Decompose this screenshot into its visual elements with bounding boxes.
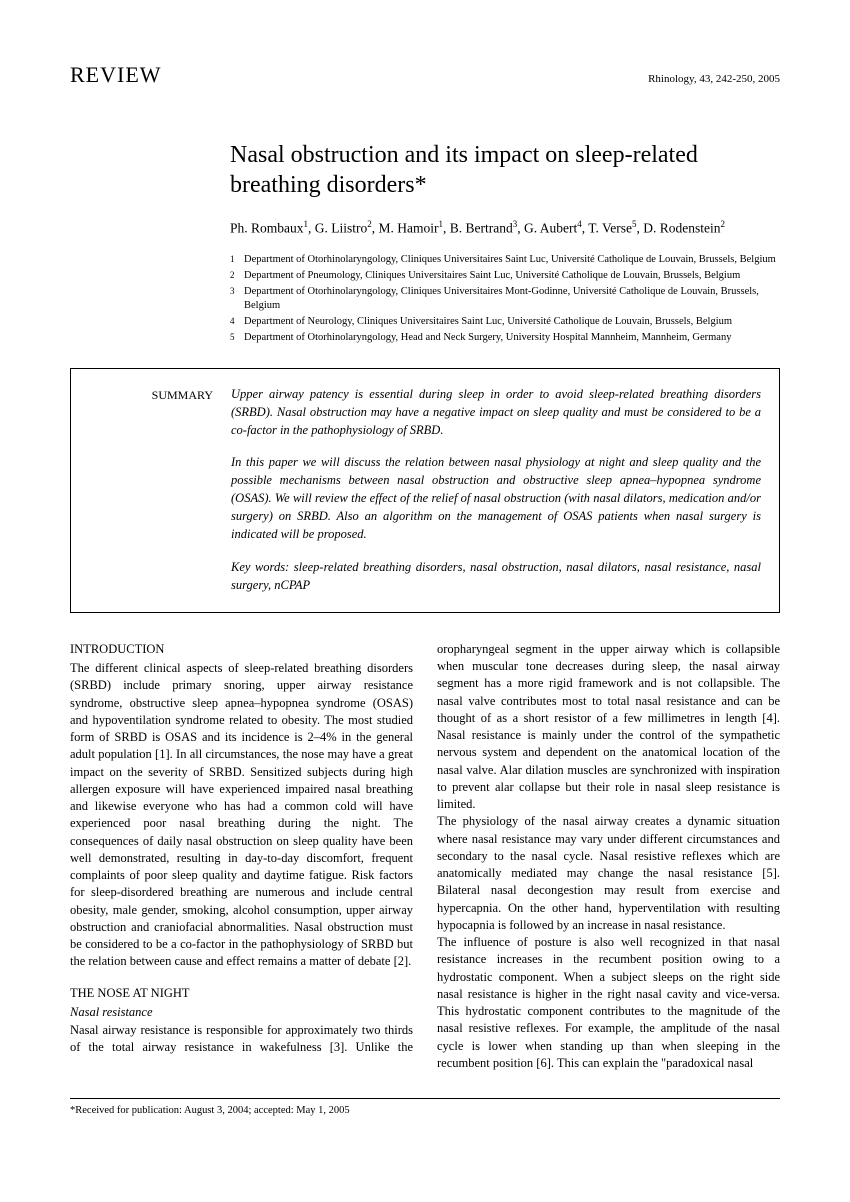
review-label: REVIEW <box>70 60 162 90</box>
affiliation-row: 5Department of Otorhinolaryngology, Head… <box>230 331 780 346</box>
summary-box: SUMMARY Upper airway patency is essentia… <box>70 368 780 613</box>
affiliation-text: Department of Pneumology, Cliniques Univ… <box>244 269 780 284</box>
affiliation-row: 2Department of Pneumology, Cliniques Uni… <box>230 269 780 284</box>
affiliation-number: 3 <box>230 285 244 314</box>
physiology-paragraph: The physiology of the nasal airway creat… <box>437 813 780 934</box>
affiliation-number: 2 <box>230 269 244 284</box>
body-columns: INTRODUCTION The different clinical aspe… <box>70 641 780 1072</box>
journal-reference: Rhinology, 43, 242-250, 2005 <box>648 72 780 87</box>
affiliations-list: 1Department of Otorhinolaryngology, Clin… <box>230 253 780 345</box>
footnote-text: *Received for publication: August 3, 200… <box>70 1104 780 1118</box>
affiliation-number: 4 <box>230 315 244 330</box>
section-heading-nose: THE NOSE AT NIGHT <box>70 985 413 1002</box>
summary-text: Upper airway patency is essential during… <box>231 385 761 594</box>
intro-paragraph: The different clinical aspects of sleep-… <box>70 660 413 971</box>
summary-paragraph: In this paper we will discuss the relati… <box>231 453 761 544</box>
affiliation-row: 4Department of Neurology, Cliniques Univ… <box>230 315 780 330</box>
paper-title: Nasal obstruction and its impact on slee… <box>230 140 780 200</box>
affiliation-row: 3Department of Otorhinolaryngology, Clin… <box>230 285 780 314</box>
affiliation-text: Department of Otorhinolaryngology, Clini… <box>244 285 780 314</box>
authors-line: Ph. Rombaux1, G. Liistro2, M. Hamoir1, B… <box>230 218 780 238</box>
summary-paragraph: Upper airway patency is essential during… <box>231 385 761 439</box>
title-block: Nasal obstruction and its impact on slee… <box>230 140 780 346</box>
subsection-heading-nasal-resistance: Nasal resistance <box>70 1004 413 1021</box>
affiliation-text: Department of Neurology, Cliniques Unive… <box>244 315 780 330</box>
section-heading-introduction: INTRODUCTION <box>70 641 413 658</box>
footnote-rule <box>70 1098 780 1099</box>
summary-label: SUMMARY <box>89 385 231 594</box>
affiliation-text: Department of Otorhinolaryngology, Clini… <box>244 253 780 268</box>
affiliation-text: Department of Otorhinolaryngology, Head … <box>244 331 780 346</box>
posture-paragraph: The influence of posture is also well re… <box>437 934 780 1072</box>
affiliation-number: 5 <box>230 331 244 346</box>
summary-keywords: Key words: sleep-related breathing disor… <box>231 558 761 594</box>
affiliation-row: 1Department of Otorhinolaryngology, Clin… <box>230 253 780 268</box>
page-header: REVIEW Rhinology, 43, 242-250, 2005 <box>70 60 780 90</box>
affiliation-number: 1 <box>230 253 244 268</box>
